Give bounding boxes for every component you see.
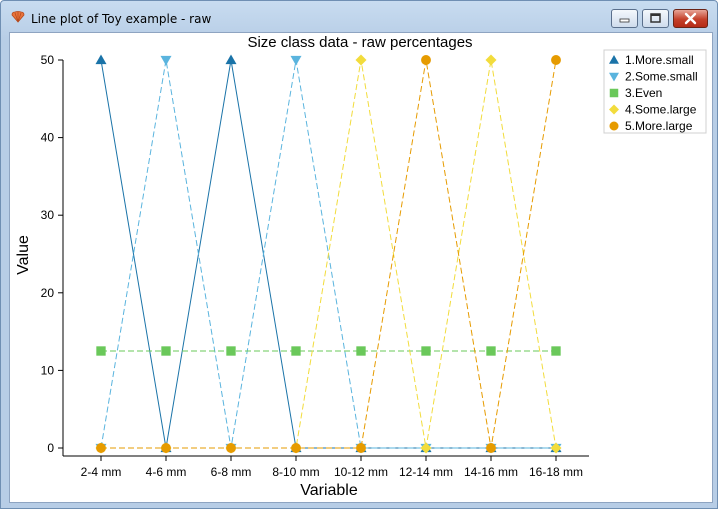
y-tick-label: 40 bbox=[41, 131, 55, 145]
legend-marker bbox=[609, 104, 619, 115]
x-tick-label: 16-18 mm bbox=[529, 465, 583, 479]
data-point bbox=[95, 54, 107, 65]
minimize-icon bbox=[619, 18, 630, 23]
data-point bbox=[356, 443, 366, 453]
data-point bbox=[160, 55, 172, 66]
plot-area-container: Size class data - raw percentages Variab… bbox=[9, 32, 713, 503]
x-tick-label: 4-6 mm bbox=[146, 465, 187, 479]
data-point bbox=[485, 54, 497, 66]
legend-entry-label: 5.More.large bbox=[625, 119, 693, 133]
data-point bbox=[96, 346, 106, 356]
data-point bbox=[486, 346, 496, 356]
data-point bbox=[486, 443, 496, 453]
y-tick-label: 10 bbox=[41, 363, 55, 377]
legend-marker bbox=[609, 121, 619, 131]
x-tick-label: 10-12 mm bbox=[334, 465, 388, 479]
data-point bbox=[551, 346, 561, 356]
maximize-button[interactable] bbox=[642, 9, 669, 28]
x-tick-label: 8-10 mm bbox=[272, 465, 319, 479]
x-tick-label: 2-4 mm bbox=[81, 465, 122, 479]
y-tick-label: 20 bbox=[41, 286, 55, 300]
data-point bbox=[291, 346, 301, 356]
legend-entry-label: 2.Some.small bbox=[625, 70, 698, 84]
close-icon bbox=[684, 12, 697, 25]
data-point bbox=[226, 443, 236, 453]
x-tick-label: 14-16 mm bbox=[464, 465, 518, 479]
x-axis-label: Variable bbox=[300, 482, 358, 499]
minimize-button[interactable] bbox=[611, 9, 638, 28]
x-tick-label: 6-8 mm bbox=[211, 465, 252, 479]
data-point bbox=[550, 442, 562, 454]
legend-entry-label: 3.Even bbox=[625, 86, 662, 100]
legend-marker bbox=[609, 55, 619, 64]
data-point bbox=[96, 443, 106, 453]
chart-title: Size class data - raw percentages bbox=[247, 34, 472, 51]
title-bar[interactable]: Line plot of Toy example - raw bbox=[1, 1, 717, 31]
legend-marker bbox=[609, 88, 619, 98]
line-chart: Size class data - raw percentages Variab… bbox=[15, 34, 707, 499]
data-point bbox=[161, 346, 171, 356]
window-title: Line plot of Toy example - raw bbox=[31, 12, 212, 26]
data-point bbox=[226, 346, 236, 356]
app-shell-icon bbox=[11, 11, 25, 23]
legend-entry-label: 4.Some.large bbox=[625, 103, 697, 117]
x-tick-label: 12-14 mm bbox=[399, 465, 453, 479]
close-button[interactable] bbox=[673, 9, 708, 28]
legend-entry-label: 1.More.small bbox=[625, 53, 694, 67]
maximize-icon bbox=[650, 13, 661, 23]
data-point bbox=[290, 55, 302, 66]
data-point bbox=[421, 55, 431, 65]
data-point bbox=[551, 55, 561, 65]
y-tick-label: 30 bbox=[41, 208, 55, 222]
y-axis-label: Value bbox=[15, 235, 32, 275]
data-point bbox=[355, 54, 367, 66]
y-tick-label: 0 bbox=[47, 441, 54, 455]
series-line bbox=[100, 59, 556, 449]
data-point bbox=[421, 346, 431, 356]
data-point bbox=[291, 443, 301, 453]
data-point bbox=[356, 346, 366, 356]
y-tick-label: 50 bbox=[41, 53, 55, 67]
legend-box bbox=[603, 49, 707, 134]
data-point bbox=[420, 442, 432, 454]
data-point bbox=[225, 54, 237, 65]
legend-marker bbox=[609, 72, 619, 82]
series-line bbox=[101, 59, 557, 449]
series-line bbox=[101, 59, 557, 449]
data-point bbox=[161, 443, 171, 453]
